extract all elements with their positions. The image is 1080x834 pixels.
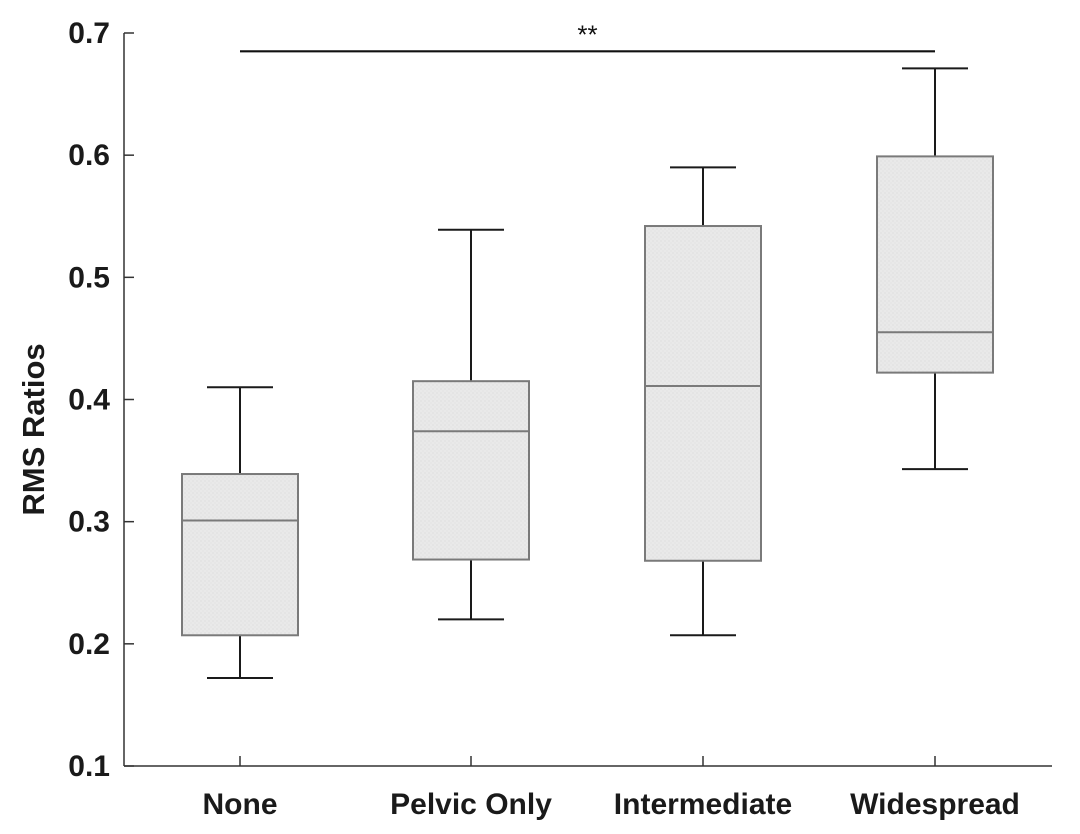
annotations: **	[240, 19, 935, 53]
axes	[123, 32, 1052, 767]
x-tick-label: Intermediate	[614, 788, 792, 821]
y-tick-label: 0.3	[68, 506, 110, 539]
x-tick-label: None	[203, 788, 278, 821]
box-iqr	[876, 155, 994, 374]
y-axis-title: RMS Ratios	[16, 343, 51, 515]
y-tick-label: 0.2	[68, 628, 110, 661]
x-tick-label: Pelvic Only	[390, 788, 552, 821]
y-tick-label: 0.7	[68, 17, 110, 50]
box-group	[644, 166, 762, 637]
significance-label: **	[577, 19, 597, 49]
y-tick-label: 0.4	[68, 384, 110, 417]
labels: 0.1 0.2 0.3 0.4 0.5 0.6 0.7 None Pelvic Only Inte…	[16, 17, 1020, 821]
y-tick-label: 0.6	[68, 139, 110, 172]
box-group	[876, 67, 994, 471]
box-iqr	[412, 380, 530, 561]
box-iqr	[644, 225, 762, 562]
box-group	[412, 228, 530, 621]
box-iqr	[181, 473, 299, 637]
y-tick-label: 0.1	[68, 750, 110, 783]
box-group	[181, 386, 299, 680]
y-tick-label: 0.5	[68, 261, 110, 294]
x-tick-label: Widespread	[850, 788, 1020, 821]
boxes	[181, 67, 994, 680]
